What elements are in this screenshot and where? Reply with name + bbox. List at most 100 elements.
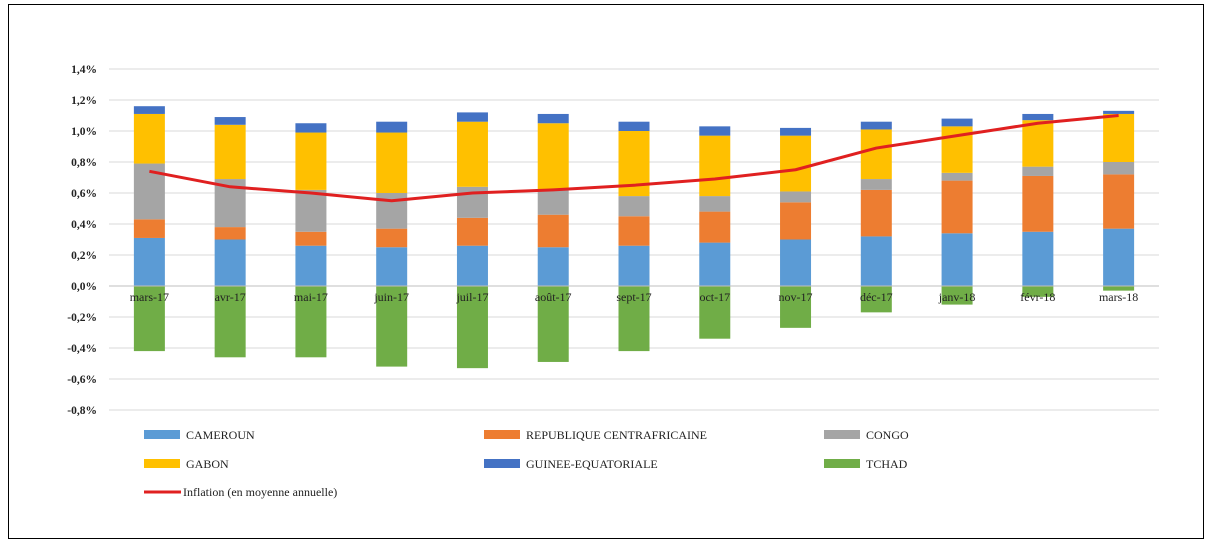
y-tick-label: -0,8% (67, 405, 97, 417)
bar-guinee-equatoriale-7 (699, 126, 731, 136)
bar-republique-centrafricaine-7 (699, 211, 731, 243)
bar-congo-8 (780, 191, 812, 203)
bar-guinee-equatoriale-5 (537, 113, 569, 124)
legend: CAMEROUN REPUBLIQUE CENTRAFRICAINE CONGO GA… (144, 428, 909, 499)
bar-guinee-equatoriale-0 (133, 106, 165, 114)
y-tick-label: 0,0% (71, 281, 97, 293)
bar-congo-5 (537, 189, 569, 215)
x-tick-label: nov-17 (779, 290, 813, 304)
legend-label: CONGO (866, 428, 909, 442)
bar-tchad-4 (456, 286, 488, 369)
bar-guinee-equatoriale-9 (860, 121, 892, 130)
y-tick-label: 1,2% (71, 95, 97, 107)
bar-republique-centrafricaine-5 (537, 214, 569, 248)
bar-cameroun-3 (376, 247, 408, 286)
bar-tchad-10 (941, 286, 973, 305)
y-tick-label: -0,4% (67, 343, 97, 355)
bar-gabon-2 (295, 132, 327, 190)
bar-guinee-equatoriale-12 (1103, 110, 1135, 114)
bar-tchad-9 (860, 286, 892, 313)
x-tick-label: mars-18 (1099, 290, 1138, 304)
bar-tchad-0 (133, 286, 165, 352)
bar-congo-10 (941, 172, 973, 181)
chart-frame: -0,8% -0,6% -0,4% -0,2% 0,0% 0,2% 0,4% 0,6% 0,8%… (8, 4, 1204, 539)
bar-tchad-7 (699, 286, 731, 339)
y-tick-label: 0,4% (71, 219, 97, 231)
legend-swatch (144, 459, 180, 468)
bar-cameroun-6 (618, 245, 650, 286)
bar-guinee-equatoriale-6 (618, 121, 650, 131)
bar-congo-2 (295, 189, 327, 232)
bar-guinee-equatoriale-3 (376, 121, 408, 133)
bar-gabon-3 (376, 132, 408, 193)
bar-gabon-7 (699, 135, 731, 197)
x-tick-label: août-17 (535, 290, 572, 304)
bar-republique-centrafricaine-3 (376, 228, 408, 248)
legend-label: CAMEROUN (186, 428, 255, 442)
bar-cameroun-7 (699, 242, 731, 286)
y-tick-label: -0,2% (67, 312, 97, 324)
bar-republique-centrafricaine-10 (941, 180, 973, 234)
x-tick-label: déc-17 (860, 290, 893, 304)
bar-tchad-12 (1103, 286, 1135, 291)
x-tick-label: mai-17 (294, 290, 328, 304)
bar-cameroun-8 (780, 239, 812, 286)
legend-swatch (824, 459, 860, 468)
legend-label: Inflation (en moyenne annuelle) (183, 485, 337, 499)
bar-cameroun-11 (1022, 231, 1054, 286)
y-tick-label: 0,2% (71, 250, 97, 262)
y-tick-label: -0,6% (67, 374, 97, 386)
bar-tchad-5 (537, 286, 569, 362)
bar-guinee-equatoriale-8 (780, 127, 812, 136)
bar-republique-centrafricaine-2 (295, 231, 327, 246)
x-tick-label: mars-17 (130, 290, 169, 304)
legend-swatch (824, 430, 860, 439)
y-tick-label: 1,0% (71, 126, 97, 138)
bar-cameroun-5 (537, 247, 569, 286)
y-axis-ticks: -0,8% -0,6% -0,4% -0,2% 0,0% 0,2% 0,4% 0,6% 0,8%… (67, 64, 97, 417)
bar-tchad-6 (618, 286, 650, 352)
legend-label: REPUBLIQUE CENTRAFRICAINE (526, 428, 707, 442)
bar-republique-centrafricaine-4 (456, 217, 488, 246)
bar-republique-centrafricaine-1 (214, 227, 246, 240)
x-axis-labels: mars-17 avr-17 mai-17 juin-17 juil-17 août-17… (130, 290, 1139, 304)
bar-republique-centrafricaine-9 (860, 189, 892, 237)
inflation-series-line (149, 114, 1119, 203)
bars (133, 106, 1135, 369)
bar-congo-6 (618, 196, 650, 217)
bar-tchad-3 (376, 286, 408, 367)
x-tick-label: févr-18 (1020, 290, 1055, 304)
legend-label: TCHAD (866, 457, 908, 471)
bar-cameroun-1 (214, 239, 246, 286)
bar-congo-11 (1022, 166, 1054, 176)
bar-republique-centrafricaine-11 (1022, 175, 1054, 232)
bar-gabon-9 (860, 129, 892, 180)
bar-congo-9 (860, 179, 892, 190)
bar-gabon-5 (537, 123, 569, 190)
bar-guinee-equatoriale-10 (941, 118, 973, 127)
bar-congo-12 (1103, 162, 1135, 175)
bar-congo-7 (699, 196, 731, 212)
bar-cameroun-2 (295, 245, 327, 286)
inflation-line (149, 114, 1119, 203)
y-tick-label: 1,4% (71, 64, 97, 76)
bar-republique-centrafricaine-8 (780, 202, 812, 240)
legend-swatch (484, 459, 520, 468)
bar-guinee-equatoriale-2 (295, 123, 327, 133)
bar-tchad-1 (214, 286, 246, 358)
bar-gabon-11 (1022, 120, 1054, 167)
bar-guinee-equatoriale-11 (1022, 113, 1054, 121)
bar-gabon-0 (133, 113, 165, 164)
bar-guinee-equatoriale-1 (214, 117, 246, 125)
bar-gabon-1 (214, 124, 246, 180)
bar-tchad-2 (295, 286, 327, 358)
bar-cameroun-4 (456, 245, 488, 286)
bar-gabon-12 (1103, 113, 1135, 162)
bar-republique-centrafricaine-12 (1103, 174, 1135, 229)
bar-gabon-8 (780, 135, 812, 192)
bar-gabon-4 (456, 121, 488, 187)
bar-guinee-equatoriale-4 (456, 112, 488, 122)
bar-cameroun-0 (133, 237, 165, 286)
legend-swatch (144, 430, 180, 439)
bar-cameroun-9 (860, 236, 892, 286)
